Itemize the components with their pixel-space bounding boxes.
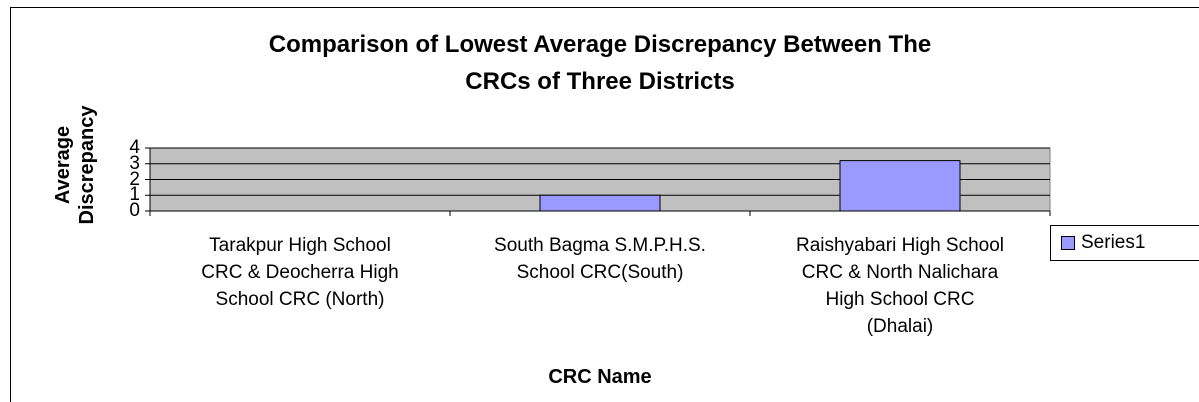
legend-label: Series1: [1081, 232, 1146, 253]
y-axis-label: Average Discrepancy: [52, 105, 98, 225]
y-tick-label: 0: [129, 200, 140, 221]
y-tick-label: 4: [129, 137, 140, 158]
bar: [839, 160, 961, 212]
x-tick-label: Tarakpur High School CRC & Deocherra Hig…: [201, 235, 399, 310]
x-tick-label: Raishyabari High School CRC & North Nali…: [795, 235, 1005, 337]
bar: [539, 194, 661, 212]
chart-title: Comparison of Lowest Average Discrepancy…: [268, 31, 932, 95]
y-tick-label: 2: [129, 168, 140, 190]
y-tick-label: 1: [129, 184, 140, 206]
legend: Series1: [1050, 225, 1199, 261]
chart-frame: [10, 7, 1199, 402]
legend-swatch: [1061, 236, 1075, 250]
y-tick-label: 3: [129, 152, 140, 174]
x-tick-label: South Bagma S.M.P.H.S. School CRC(South): [494, 235, 706, 283]
x-axis-label: CRC Name: [548, 366, 652, 388]
